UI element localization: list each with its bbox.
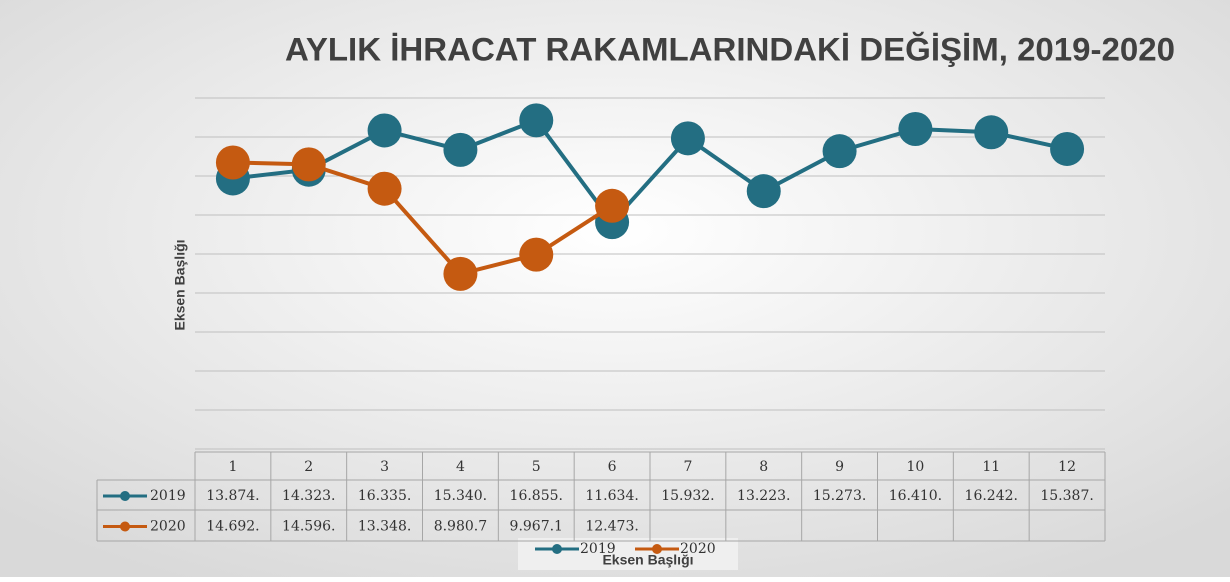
legend-marker: [652, 544, 662, 554]
table-value: 16.410.: [889, 488, 942, 504]
table-value: 13.223.: [737, 488, 790, 504]
data-point: [670, 121, 705, 156]
legend-marker: [120, 521, 130, 532]
table-value: 14.596.: [282, 519, 335, 535]
x-tick-label: 10: [907, 459, 925, 475]
x-tick-label: 8: [759, 459, 768, 475]
legend-label: 2019: [580, 541, 616, 557]
table-value: 16.855.: [510, 488, 563, 504]
data-point: [519, 237, 554, 272]
y-axis-title: Eksen Başlığı: [172, 239, 188, 330]
table-value: 13.348.: [358, 519, 411, 535]
data-point: [215, 145, 250, 180]
legend-label: 2019: [150, 488, 186, 504]
table-value: 12.473.: [585, 519, 638, 535]
table-value: 14.692.: [206, 519, 259, 535]
x-axis-title: Eksen Başlığı: [602, 552, 693, 568]
data-point: [291, 147, 326, 182]
data-point: [898, 112, 933, 147]
x-tick-label: 1: [228, 459, 237, 475]
legend-label: 2020: [150, 519, 186, 535]
table-value: 15.932.: [661, 488, 714, 504]
legend-label: 2020: [680, 541, 716, 557]
table-value: 15.273.: [813, 488, 866, 504]
table-value: 14.323.: [282, 488, 335, 504]
table-value: 9.967.1: [510, 519, 563, 535]
x-tick-label: 11: [982, 459, 1000, 475]
table-value: 13.874.: [206, 488, 259, 504]
table-value: 15.340.: [434, 488, 487, 504]
chart-title: AYLIK İHRACAT RAKAMLARINDAKİ DEĞİŞİM, 20…: [285, 31, 1175, 67]
x-tick-label: 4: [456, 459, 465, 475]
table-value: 11.634.: [585, 488, 638, 504]
x-tick-label: 7: [683, 459, 692, 475]
x-tick-label: 6: [608, 459, 617, 475]
data-point: [595, 188, 630, 223]
data-point: [974, 115, 1009, 150]
legend-box: [518, 538, 738, 570]
data-point: [443, 132, 478, 167]
table-value: 16.242.: [965, 488, 1018, 504]
table-value: 16.335.: [358, 488, 411, 504]
data-point: [746, 174, 781, 209]
table-value: 15.387.: [1040, 488, 1093, 504]
legend-marker: [552, 544, 562, 554]
data-point: [367, 113, 402, 148]
legend-marker: [120, 491, 130, 501]
table-value: 8.980.7: [434, 519, 487, 535]
x-tick-label: 2: [304, 459, 313, 475]
x-tick-label: 12: [1058, 459, 1076, 475]
data-point: [822, 134, 857, 169]
data-point: [519, 103, 554, 138]
data-point: [1050, 131, 1085, 166]
x-tick-label: 3: [380, 459, 389, 475]
x-tick-label: 9: [835, 459, 844, 475]
data-point: [367, 171, 402, 206]
data-point: [443, 256, 478, 291]
x-tick-label: 5: [532, 459, 541, 475]
